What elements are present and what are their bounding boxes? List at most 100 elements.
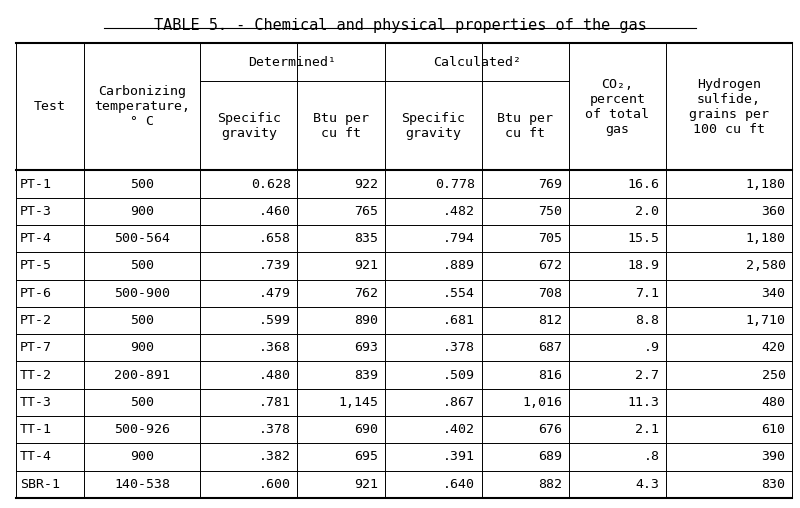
Text: .658: .658 <box>259 232 291 245</box>
Text: .9: .9 <box>643 341 659 354</box>
Text: .460: .460 <box>259 205 291 218</box>
Text: PT-4: PT-4 <box>20 232 52 245</box>
Text: 610: 610 <box>762 423 786 436</box>
Text: 695: 695 <box>354 451 378 463</box>
Text: Calculated²: Calculated² <box>433 56 521 69</box>
Text: 2,580: 2,580 <box>746 260 786 272</box>
Text: 812: 812 <box>538 314 562 327</box>
Text: .509: .509 <box>443 369 475 382</box>
Text: 0.628: 0.628 <box>251 178 291 190</box>
Text: 839: 839 <box>354 369 378 382</box>
Text: 672: 672 <box>538 260 562 272</box>
Text: 4.3: 4.3 <box>635 478 659 491</box>
Text: .368: .368 <box>259 341 291 354</box>
Text: 835: 835 <box>354 232 378 245</box>
Text: 900: 900 <box>130 341 154 354</box>
Text: 922: 922 <box>354 178 378 190</box>
Text: 921: 921 <box>354 260 378 272</box>
Text: 200-891: 200-891 <box>114 369 170 382</box>
Text: PT-5: PT-5 <box>20 260 52 272</box>
Text: .599: .599 <box>259 314 291 327</box>
Text: 690: 690 <box>354 423 378 436</box>
Text: .681: .681 <box>443 314 475 327</box>
Text: 1,145: 1,145 <box>338 396 378 409</box>
Text: 1,016: 1,016 <box>522 396 562 409</box>
Text: 500: 500 <box>130 260 154 272</box>
Text: TT-1: TT-1 <box>20 423 52 436</box>
Text: TT-2: TT-2 <box>20 369 52 382</box>
Text: 420: 420 <box>762 341 786 354</box>
Text: Btu per
cu ft: Btu per cu ft <box>498 112 554 140</box>
Text: PT-1: PT-1 <box>20 178 52 190</box>
Text: 500: 500 <box>130 396 154 409</box>
Text: 500: 500 <box>130 314 154 327</box>
Text: .382: .382 <box>259 451 291 463</box>
Text: 500-900: 500-900 <box>114 287 170 300</box>
Text: 360: 360 <box>762 205 786 218</box>
Text: PT-3: PT-3 <box>20 205 52 218</box>
Text: 500-564: 500-564 <box>114 232 170 245</box>
Text: 693: 693 <box>354 341 378 354</box>
Text: 921: 921 <box>354 478 378 491</box>
Text: .867: .867 <box>443 396 475 409</box>
Text: 687: 687 <box>538 341 562 354</box>
Text: .479: .479 <box>259 287 291 300</box>
Text: 390: 390 <box>762 451 786 463</box>
Text: 140-538: 140-538 <box>114 478 170 491</box>
Text: .482: .482 <box>443 205 475 218</box>
Text: Specific
gravity: Specific gravity <box>217 112 281 140</box>
Text: TABLE 5. - Chemical and physical properties of the gas: TABLE 5. - Chemical and physical propert… <box>154 18 646 33</box>
Text: 500: 500 <box>130 178 154 190</box>
Text: 480: 480 <box>762 396 786 409</box>
Text: 1,180: 1,180 <box>746 232 786 245</box>
Text: 0.778: 0.778 <box>435 178 475 190</box>
Text: .554: .554 <box>443 287 475 300</box>
Text: .8: .8 <box>643 451 659 463</box>
Text: 1,710: 1,710 <box>746 314 786 327</box>
Text: 7.1: 7.1 <box>635 287 659 300</box>
Text: .781: .781 <box>259 396 291 409</box>
Text: 816: 816 <box>538 369 562 382</box>
Text: 830: 830 <box>762 478 786 491</box>
Text: 2.7: 2.7 <box>635 369 659 382</box>
Text: 340: 340 <box>762 287 786 300</box>
Text: 1,180: 1,180 <box>746 178 786 190</box>
Text: 765: 765 <box>354 205 378 218</box>
Text: 8.8: 8.8 <box>635 314 659 327</box>
Text: 900: 900 <box>130 451 154 463</box>
Text: .600: .600 <box>259 478 291 491</box>
Text: Determined¹: Determined¹ <box>249 56 337 69</box>
Text: .480: .480 <box>259 369 291 382</box>
Text: 890: 890 <box>354 314 378 327</box>
Text: 689: 689 <box>538 451 562 463</box>
Text: 708: 708 <box>538 287 562 300</box>
Text: .794: .794 <box>443 232 475 245</box>
Text: .378: .378 <box>443 341 475 354</box>
Text: 500-926: 500-926 <box>114 423 170 436</box>
Text: 15.5: 15.5 <box>627 232 659 245</box>
Text: Test: Test <box>34 101 66 113</box>
Text: 750: 750 <box>538 205 562 218</box>
Text: .402: .402 <box>443 423 475 436</box>
Text: 11.3: 11.3 <box>627 396 659 409</box>
Text: 900: 900 <box>130 205 154 218</box>
Text: 676: 676 <box>538 423 562 436</box>
Text: Carbonizing
temperature,
° C: Carbonizing temperature, ° C <box>94 85 190 129</box>
Text: 705: 705 <box>538 232 562 245</box>
Text: 250: 250 <box>762 369 786 382</box>
Text: 2.1: 2.1 <box>635 423 659 436</box>
Text: .889: .889 <box>443 260 475 272</box>
Text: .640: .640 <box>443 478 475 491</box>
Text: CO₂,
percent
of total
gas: CO₂, percent of total gas <box>586 78 650 136</box>
Text: PT-6: PT-6 <box>20 287 52 300</box>
Text: TT-3: TT-3 <box>20 396 52 409</box>
Text: .378: .378 <box>259 423 291 436</box>
Text: PT-2: PT-2 <box>20 314 52 327</box>
Text: PT-7: PT-7 <box>20 341 52 354</box>
Text: Specific
gravity: Specific gravity <box>401 112 465 140</box>
Text: 762: 762 <box>354 287 378 300</box>
Text: .739: .739 <box>259 260 291 272</box>
Text: Btu per
cu ft: Btu per cu ft <box>313 112 369 140</box>
Text: .391: .391 <box>443 451 475 463</box>
Text: 16.6: 16.6 <box>627 178 659 190</box>
